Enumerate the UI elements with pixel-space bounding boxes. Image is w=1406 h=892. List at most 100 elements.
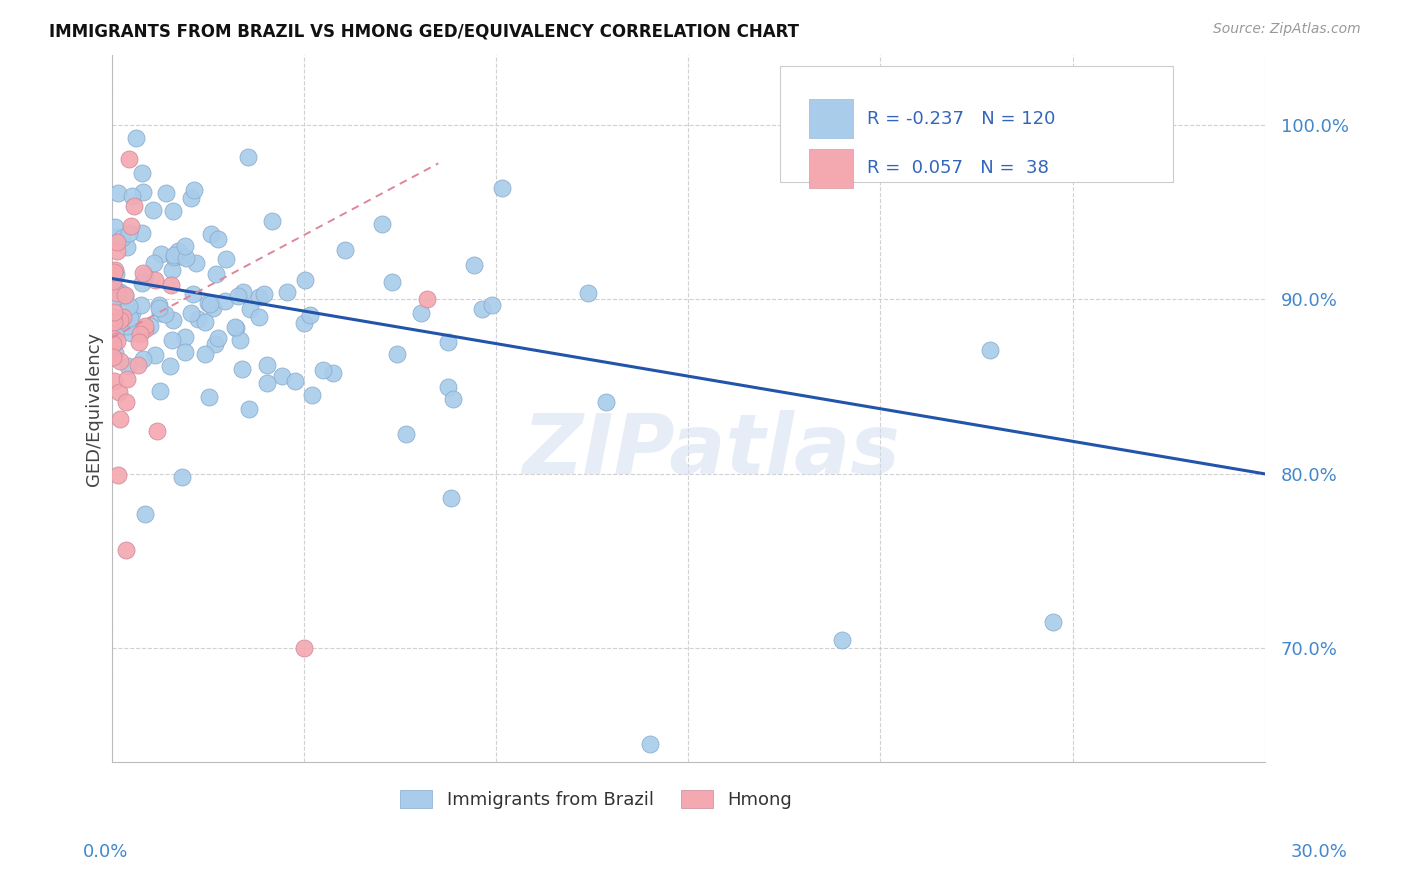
Point (111, 310, 134, 324)
Point (335, 243, 357, 257)
Point (576, 286, 599, 301)
Point (183, 183, 205, 197)
Point (121, 306, 143, 320)
Point (120, 219, 142, 233)
Point (491, 180, 513, 194)
Point (256, 358, 278, 372)
Point (198, 391, 221, 405)
Point (180, 191, 202, 205)
Point (159, 278, 181, 293)
Point (104, 230, 127, 244)
Point (134, 318, 156, 333)
Point (104, 290, 127, 304)
Point (103, 265, 125, 279)
Point (276, 285, 298, 300)
Point (170, 249, 193, 263)
Point (215, 252, 238, 266)
Point (174, 238, 197, 252)
Point (104, 267, 127, 281)
Point (395, 426, 418, 441)
Point (595, 395, 617, 409)
Point (104, 263, 127, 277)
Point (232, 285, 254, 299)
Point (114, 287, 136, 301)
Point (979, 343, 1001, 357)
Point (371, 217, 394, 231)
Point (149, 384, 172, 398)
Text: R = -0.237   N = 120: R = -0.237 N = 120 (868, 110, 1056, 128)
Point (236, 150, 259, 164)
Point (148, 298, 170, 312)
Point (437, 380, 460, 394)
Point (184, 256, 207, 270)
Point (207, 232, 229, 246)
Text: 0.0%: 0.0% (83, 843, 128, 861)
Point (148, 301, 170, 315)
Point (149, 246, 172, 260)
Point (131, 166, 153, 180)
Point (207, 331, 229, 345)
Point (104, 219, 127, 234)
Point (120, 326, 142, 340)
Point (115, 318, 138, 333)
Point (134, 507, 156, 521)
Point (463, 258, 485, 272)
Point (202, 301, 225, 315)
Point (122, 199, 145, 213)
Text: ZIPatlas: ZIPatlas (523, 410, 900, 491)
Point (132, 351, 155, 366)
Point (180, 305, 202, 319)
FancyBboxPatch shape (810, 149, 853, 187)
Point (155, 307, 177, 321)
Point (104, 282, 127, 296)
Point (131, 276, 153, 290)
Point (105, 244, 128, 259)
Point (105, 334, 128, 349)
Point (107, 186, 129, 201)
Point (115, 240, 138, 254)
Point (174, 345, 197, 359)
Point (256, 376, 278, 390)
Point (440, 491, 463, 506)
Point (149, 306, 172, 320)
Point (238, 402, 260, 417)
Point (387, 347, 409, 361)
Legend: Immigrants from Brazil, Hmong: Immigrants from Brazil, Hmong (392, 782, 800, 816)
Point (163, 248, 186, 262)
Point (409, 305, 432, 319)
Point (108, 354, 131, 368)
Point (129, 326, 152, 341)
Point (481, 298, 503, 312)
Point (105, 235, 128, 250)
Point (247, 310, 270, 324)
Y-axis label: GED/Equivalency: GED/Equivalency (86, 332, 103, 485)
Point (118, 226, 141, 240)
Text: R =  0.057   N =  38: R = 0.057 N = 38 (868, 159, 1049, 178)
Point (107, 468, 129, 483)
Point (103, 375, 125, 389)
Point (145, 273, 167, 287)
Point (162, 204, 184, 219)
Point (103, 305, 125, 319)
Point (160, 262, 183, 277)
Point (312, 363, 335, 377)
Point (105, 286, 128, 301)
Point (129, 297, 152, 311)
Point (167, 244, 190, 259)
Point (270, 368, 292, 383)
Point (114, 289, 136, 303)
Point (194, 315, 217, 329)
Text: IMMIGRANTS FROM BRAZIL VS HMONG GED/EQUIVALENCY CORRELATION CHART: IMMIGRANTS FROM BRAZIL VS HMONG GED/EQUI… (49, 22, 799, 40)
FancyBboxPatch shape (780, 66, 1173, 182)
Point (174, 251, 197, 265)
Point (134, 269, 156, 284)
Point (105, 285, 128, 299)
Point (284, 374, 307, 388)
Point (231, 362, 253, 376)
Point (143, 348, 166, 362)
Point (229, 333, 252, 347)
Point (226, 289, 249, 303)
Point (194, 347, 217, 361)
Point (125, 131, 148, 145)
Point (831, 632, 853, 647)
